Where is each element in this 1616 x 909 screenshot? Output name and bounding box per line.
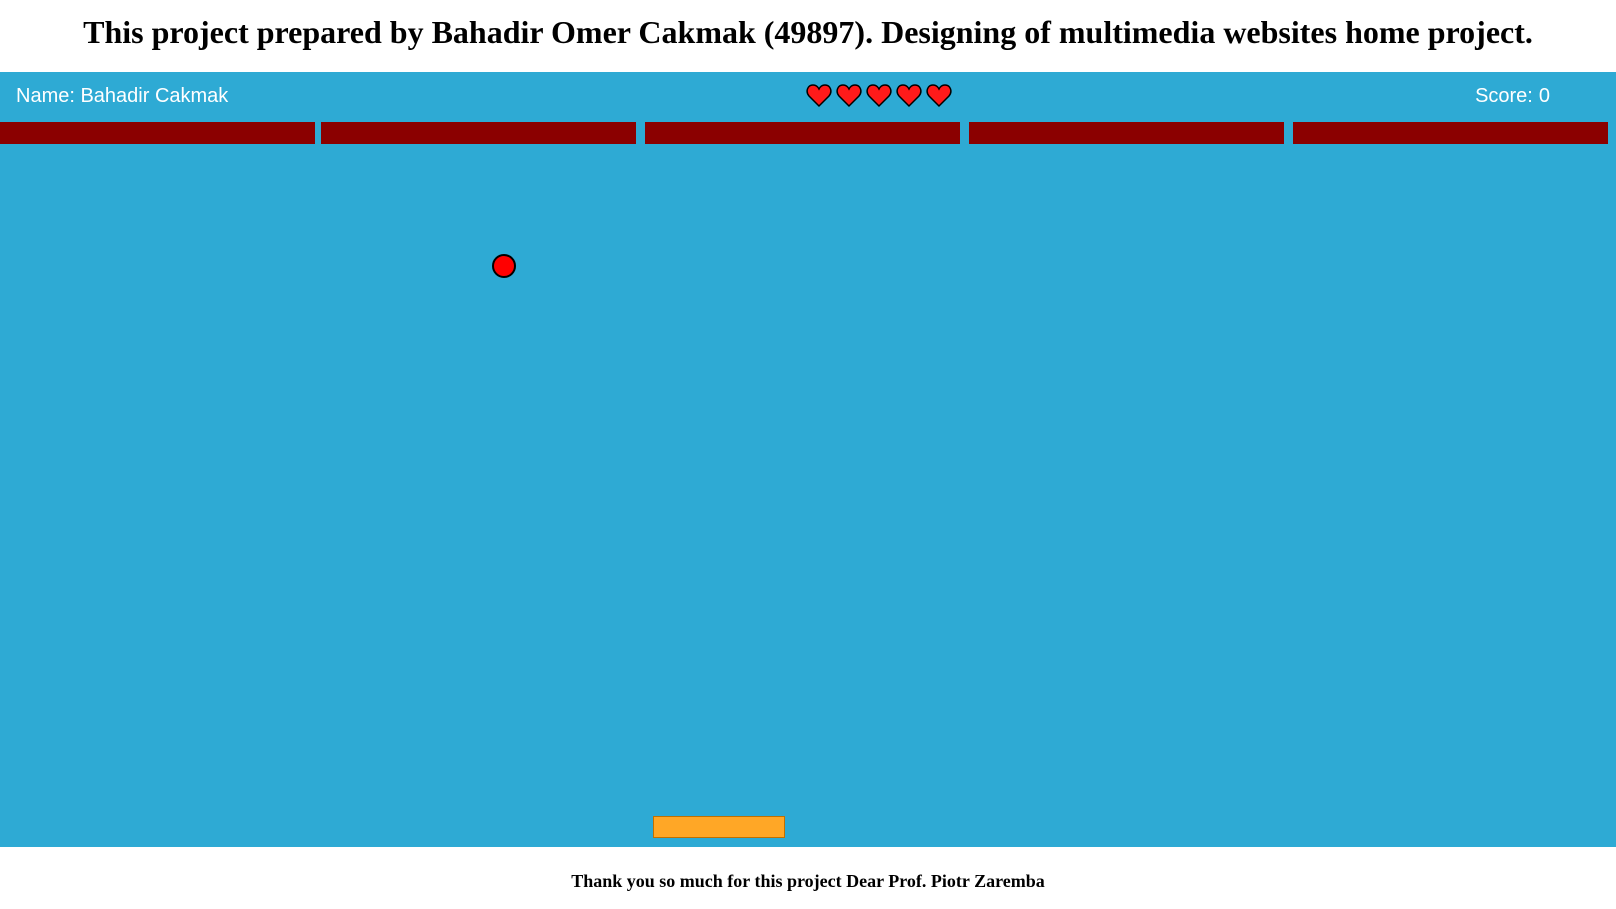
heart-icon [806,84,832,108]
heart-icon [926,84,952,108]
brick [0,122,315,144]
brick [321,122,636,144]
paddle[interactable] [653,816,785,838]
brick [645,122,960,144]
lives-display [806,82,956,110]
footer-text: Thank you so much for this project Dear … [571,871,1045,891]
player-name: Name: Bahadir Cakmak [16,85,229,107]
ball [492,254,516,278]
heart-icon [836,84,862,108]
score-display: Score: 0 [1475,82,1550,110]
heart-icon [866,84,892,108]
brick-row [0,122,1616,144]
heart-icon [896,84,922,108]
game-canvas[interactable]: Name: Bahadir Cakmak Score: 0 [0,72,1616,847]
brick [1293,122,1608,144]
brick [969,122,1284,144]
score-label: Score: [1475,85,1533,107]
page-title: This project prepared by Bahadir Omer Ca… [83,14,1533,50]
score-value: 0 [1538,85,1550,107]
